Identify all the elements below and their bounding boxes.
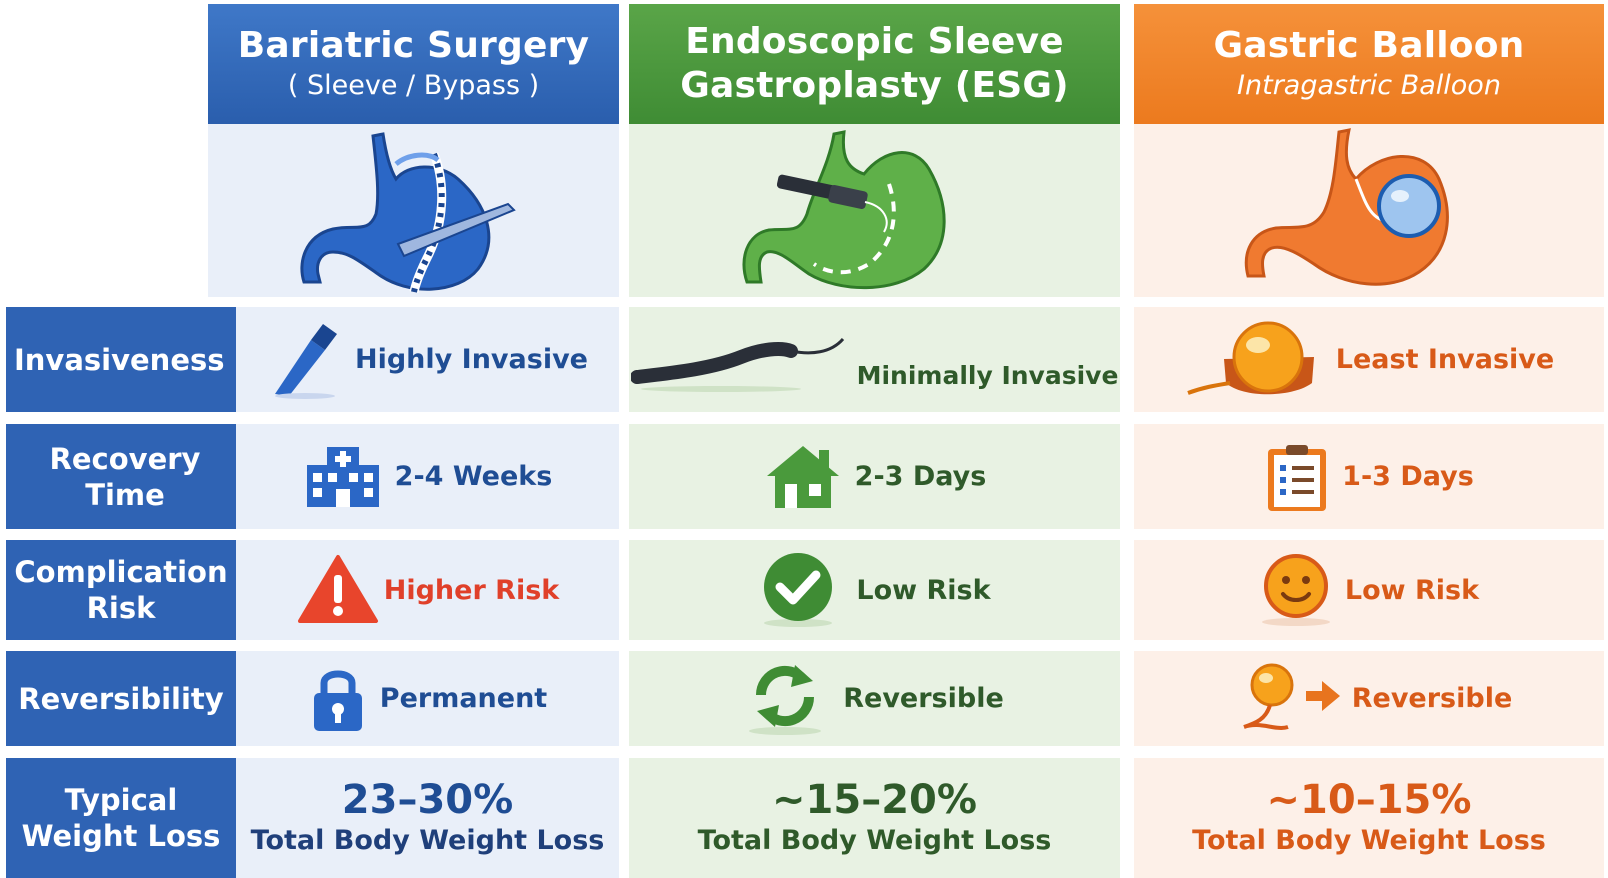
- refresh-icon: [745, 661, 825, 737]
- house-icon: [763, 442, 843, 512]
- checkmark-icon: [758, 551, 838, 629]
- cell-invasiveness-bariatric: Highly Invasive: [236, 307, 619, 412]
- cell-reversibility-balloon: Reversible: [1134, 651, 1604, 746]
- stomach-balloon-icon: [1244, 128, 1449, 286]
- cell-value: Least Invasive: [1335, 344, 1555, 375]
- illustration-panel-balloon: [1134, 124, 1604, 297]
- row-label-invasiveness: Invasiveness: [6, 307, 250, 412]
- cell-complication-balloon: Low Risk: [1134, 540, 1604, 640]
- row-label-text: Reversibility: [18, 681, 224, 716]
- cell-reversibility-bariatric: Permanent: [236, 651, 619, 746]
- weight-loss-caption: Total Body Weight Loss: [1192, 825, 1546, 856]
- cell-weight-loss-esg: ~15–20% Total Body Weight Loss: [629, 758, 1120, 878]
- row-label-text: Recovery Time: [49, 441, 201, 512]
- cell-value: Low Risk: [856, 574, 991, 606]
- weight-loss-caption: Total Body Weight Loss: [250, 825, 605, 856]
- cell-value: Higher Risk: [383, 574, 560, 606]
- weight-loss-caption: Total Body Weight Loss: [697, 825, 1052, 856]
- cell-invasiveness-balloon: Least Invasive: [1134, 307, 1604, 412]
- row-label-recovery: Recovery Time: [6, 424, 250, 529]
- row-label-line2: Weight Loss: [21, 819, 221, 853]
- cell-value: 1-3 Days: [1342, 461, 1474, 492]
- balloon-icon: [1184, 317, 1324, 403]
- smiley-icon: [1259, 552, 1333, 628]
- row-label-line2: Risk: [86, 591, 156, 625]
- scalpel-icon: [267, 320, 343, 400]
- cell-value: Reversible: [1351, 683, 1513, 714]
- column-title: Bariatric Surgery: [237, 25, 590, 66]
- column-title: Endoscopic Sleeve: [685, 21, 1064, 62]
- weight-loss-value: ~10–15%: [1266, 777, 1472, 823]
- weight-loss-value: 23–30%: [341, 777, 514, 823]
- endoscope-icon: [630, 333, 851, 395]
- cell-recovery-esg: 2-3 Days: [629, 424, 1120, 529]
- cell-value: Highly Invasive: [355, 344, 588, 375]
- column-subtitle: ( Sleeve / Bypass ): [287, 70, 540, 101]
- row-label-line1: Complication: [14, 555, 228, 589]
- cell-recovery-balloon: 1-3 Days: [1134, 424, 1604, 529]
- cell-value: Permanent: [379, 683, 548, 714]
- cell-invasiveness-esg: Minimally Invasive: [629, 307, 1120, 412]
- cell-weight-loss-bariatric: 23–30% Total Body Weight Loss: [236, 758, 619, 878]
- balloon-arrow-icon: [1226, 661, 1346, 737]
- cell-value: Low Risk: [1344, 574, 1480, 606]
- column-title: Gastric Balloon: [1213, 25, 1525, 66]
- column-header-bariatric: Bariatric Surgery ( Sleeve / Bypass ): [208, 4, 619, 124]
- illustration-panel-bariatric: [208, 124, 619, 297]
- cell-recovery-bariatric: 2-4 Weeks: [236, 424, 619, 529]
- cell-weight-loss-balloon: ~10–15% Total Body Weight Loss: [1134, 758, 1604, 878]
- row-label-text: Invasiveness: [14, 342, 225, 377]
- cell-value: 2-3 Days: [854, 461, 987, 492]
- cell-complication-esg: Low Risk: [629, 540, 1120, 640]
- cell-complication-bariatric: Higher Risk: [236, 540, 619, 640]
- row-label-complication: Complication Risk: [6, 540, 250, 640]
- clipboard-icon: [1264, 441, 1330, 513]
- stomach-endoscope-icon: [742, 130, 946, 290]
- lock-icon: [308, 663, 368, 735]
- warning-icon: [296, 553, 380, 627]
- cell-value: Minimally Invasive: [856, 361, 1119, 390]
- stomach-sleeve-icon: [300, 132, 516, 293]
- illustration-panel-esg: [629, 124, 1120, 297]
- column-subtitle: Intragastric Balloon: [1237, 70, 1501, 101]
- row-label-weight-loss: Typical Weight Loss: [6, 758, 250, 878]
- cell-value: 2-4 Weeks: [394, 461, 553, 492]
- column-header-balloon: Gastric Balloon Intragastric Balloon: [1134, 4, 1604, 124]
- cell-reversibility-esg: Reversible: [629, 651, 1120, 746]
- row-label-line1: Typical: [64, 783, 178, 817]
- column-header-esg: Endoscopic Sleeve Gastroplasty (ESG): [629, 4, 1120, 124]
- weight-loss-value: ~15–20%: [772, 777, 977, 823]
- cell-value: Reversible: [843, 683, 1004, 714]
- row-label-reversibility: Reversibility: [6, 651, 250, 746]
- column-title-line2: Gastroplasty (ESG): [680, 65, 1069, 106]
- hospital-icon: [303, 443, 383, 511]
